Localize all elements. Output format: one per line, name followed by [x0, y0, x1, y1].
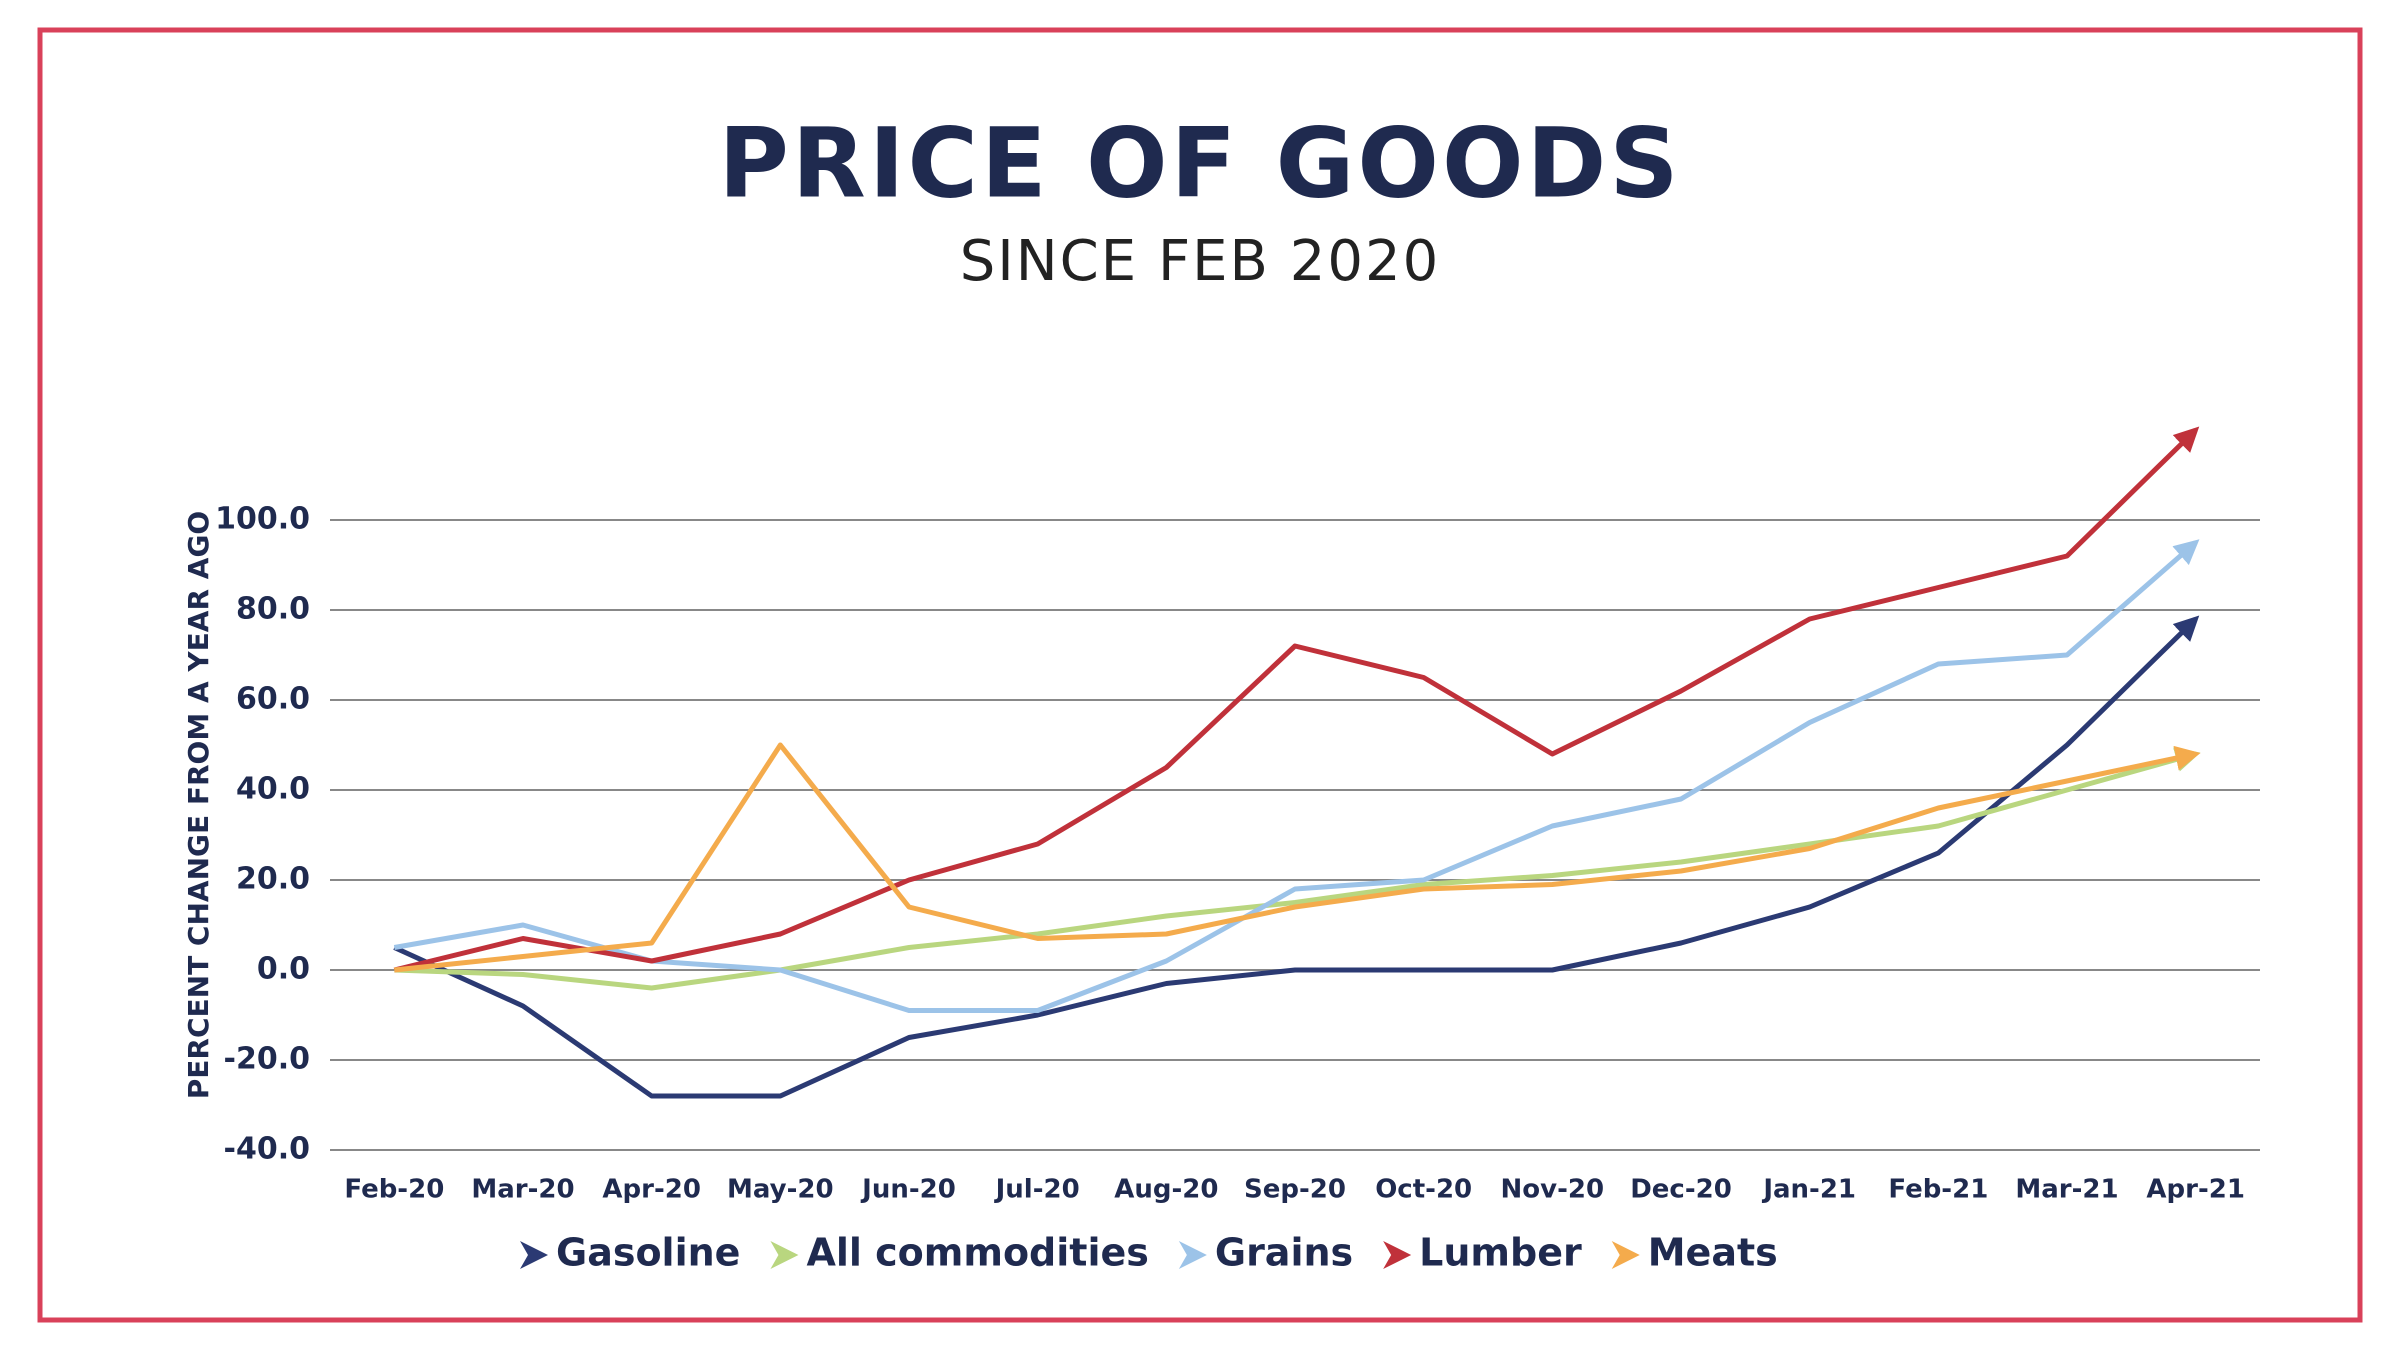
x-tick-label: Dec-20	[1630, 1175, 1732, 1205]
x-tick-label: Oct-20	[1375, 1175, 1472, 1205]
x-tick-label: Sep-20	[1244, 1175, 1346, 1205]
legend-label: All commodities	[806, 1231, 1148, 1275]
legend-swatch	[1178, 1241, 1207, 1269]
series-line	[393, 615, 2200, 1099]
series-line	[393, 426, 2200, 973]
x-tick-label: Feb-21	[1888, 1175, 1988, 1205]
legend-label: Lumber	[1419, 1231, 1582, 1275]
legend-swatch	[1611, 1241, 1640, 1269]
legend-label: Gasoline	[556, 1231, 740, 1275]
y-tick-label: 100.0	[215, 502, 310, 537]
legend-swatch	[1383, 1241, 1412, 1269]
legend-label: Meats	[1648, 1231, 1778, 1275]
x-tick-label: Jun-20	[860, 1175, 956, 1205]
y-tick-label: -20.0	[224, 1042, 310, 1077]
x-tick-label: Apr-21	[2146, 1175, 2245, 1205]
x-tick-label: Aug-20	[1114, 1175, 1218, 1205]
y-tick-label: 20.0	[236, 862, 310, 897]
chart-subtitle: SINCE FEB 2020	[960, 229, 1441, 294]
legend-swatch	[520, 1241, 548, 1269]
x-tick-label: Jul-20	[994, 1175, 1080, 1205]
x-tick-label: Nov-20	[1501, 1175, 1605, 1205]
y-tick-label: 80.0	[236, 592, 310, 627]
legend-label: Grains	[1215, 1231, 1353, 1275]
chart-title: PRICE OF GOODS	[719, 107, 1682, 219]
y-axis-title: PERCENT CHANGE FROM A YEAR AGO	[182, 511, 215, 1099]
y-tick-label: -40.0	[224, 1132, 310, 1167]
x-tick-label: Jan-21	[1761, 1175, 1856, 1205]
legend-swatch	[770, 1241, 799, 1269]
x-tick-label: Feb-20	[344, 1175, 444, 1205]
x-tick-label: May-20	[727, 1175, 834, 1205]
x-tick-label: Apr-20	[602, 1175, 701, 1205]
series-line	[393, 539, 2200, 1013]
y-tick-label: 0.0	[257, 952, 310, 987]
y-tick-label: 40.0	[236, 772, 310, 807]
y-tick-label: 60.0	[236, 682, 310, 717]
series-line	[394, 742, 2201, 973]
x-tick-label: Mar-20	[471, 1175, 574, 1205]
poster-frame	[37, 27, 2363, 1323]
x-tick-label: Mar-21	[2015, 1175, 2118, 1205]
series-line	[394, 747, 2201, 991]
